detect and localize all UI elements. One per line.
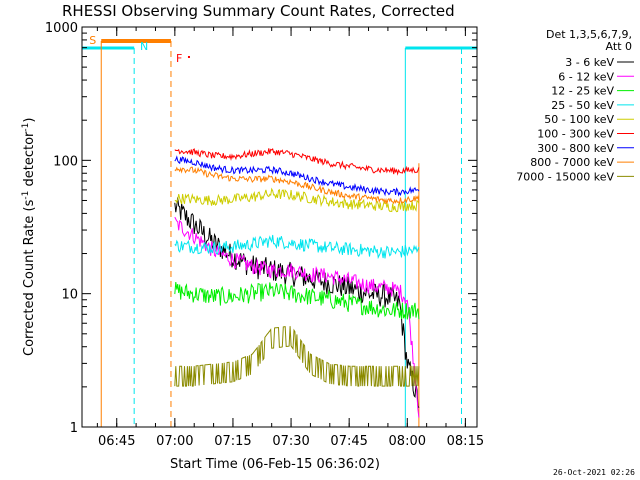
series-line-2 xyxy=(174,216,420,418)
series-line-5 xyxy=(174,187,420,213)
flag-label-f: F xyxy=(176,52,182,65)
legend-label-2: 6 - 12 keV xyxy=(558,70,614,83)
x-tick-label: 07:45 xyxy=(330,434,367,449)
y-tick-label: 100 xyxy=(53,154,78,169)
legend-label-5: 50 - 100 keV xyxy=(544,113,614,126)
legend-label-1: 3 - 6 keV xyxy=(565,56,614,69)
y-axis-label-end: ) xyxy=(22,118,37,123)
flag-label-s: S xyxy=(89,34,96,47)
series-line-9 xyxy=(174,326,420,387)
legend-label-6: 100 - 300 keV xyxy=(537,128,614,141)
series-line-6 xyxy=(174,148,420,176)
x-axis-label: Start Time (06-Feb-15 06:36:02) xyxy=(170,457,380,472)
y-tick-label: 10 xyxy=(61,288,78,303)
y-tick-label: 1 xyxy=(70,421,78,436)
y-axis-label-main: Corrected Count Rate (s xyxy=(22,199,37,356)
x-tick-label: 08:15 xyxy=(447,434,484,449)
legend-label-4: 25 - 50 keV xyxy=(551,99,614,112)
y-axis-label-sup1: -1 xyxy=(21,191,31,200)
series-line-4 xyxy=(174,234,420,260)
y-tick-label: 1000 xyxy=(45,21,78,36)
timestamp: 26-Oct-2021 02:26 xyxy=(553,468,635,477)
x-axis: 06:45 07:00 07:15 07:30 07:45 08:00 08:15 xyxy=(96,27,484,449)
mode-overlays: S N F xyxy=(82,34,477,427)
y-axis-label: Corrected Count Rate (s-1 detector-1) xyxy=(21,118,37,356)
x-tick-label: 06:45 xyxy=(98,434,135,449)
x-tick-label: 07:30 xyxy=(272,434,309,449)
legend-title-line1: Det 1,3,5,6,7,9, xyxy=(546,28,632,41)
legend-label-7: 300 - 800 keV xyxy=(537,142,614,155)
x-tick-label: 07:00 xyxy=(156,434,193,449)
y-axis: 1 10 100 1000 xyxy=(45,21,477,436)
y-axis-label-sup2: -1 xyxy=(21,123,31,132)
series-group xyxy=(174,148,420,418)
series-line-7 xyxy=(174,155,420,197)
x-tick-label: 08:00 xyxy=(389,434,426,449)
chart-title: RHESSI Observing Summary Count Rates, Co… xyxy=(62,2,455,20)
flare-dot xyxy=(187,56,190,58)
legend-label-9: 7000 - 15000 keV xyxy=(516,170,614,183)
x-tick-label: 07:15 xyxy=(214,434,251,449)
legend-title-line2: Att 0 xyxy=(606,40,632,53)
flag-label-n: N xyxy=(140,40,148,53)
y-axis-label-mid: detector xyxy=(22,131,37,191)
series-line-1 xyxy=(174,197,420,409)
legend-label-3: 12 - 25 keV xyxy=(551,85,614,98)
legend-label-8: 800 - 7000 keV xyxy=(530,156,614,169)
series-line-3 xyxy=(174,282,420,320)
series-line-8 xyxy=(174,166,420,205)
plot-frame xyxy=(81,26,478,428)
